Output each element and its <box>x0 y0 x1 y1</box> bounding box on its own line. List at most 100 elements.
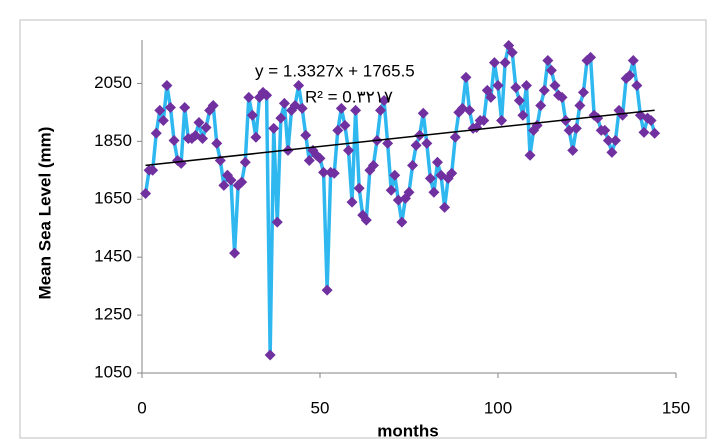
data-point <box>293 79 305 91</box>
data-point <box>506 46 518 58</box>
data-point <box>378 95 390 107</box>
data-point <box>332 124 344 136</box>
data-point <box>496 114 508 126</box>
data-point <box>375 104 387 116</box>
data-point <box>346 196 358 208</box>
x-tick-label: 0 <box>137 398 146 417</box>
data-point <box>154 104 166 116</box>
data-point <box>478 114 490 126</box>
data-point <box>353 182 365 194</box>
x-tick-label: 100 <box>484 398 512 417</box>
data-point <box>609 134 621 146</box>
data-point <box>545 64 557 76</box>
data-point <box>318 166 330 178</box>
data-point <box>424 172 436 184</box>
data-point <box>200 121 212 133</box>
y-tick-label: 1650 <box>94 189 132 208</box>
trendline <box>145 109 655 167</box>
data-point <box>574 99 586 111</box>
data-point <box>314 152 326 164</box>
data-point <box>239 156 251 168</box>
data-point <box>428 186 440 198</box>
data-point <box>268 122 280 134</box>
data-point <box>577 86 589 98</box>
data-point <box>161 79 173 91</box>
data-point <box>510 81 522 93</box>
data-point <box>396 216 408 228</box>
data-point <box>649 127 661 139</box>
data-point <box>328 167 340 179</box>
y-tick-label: 1050 <box>94 362 132 381</box>
data-point <box>567 144 579 156</box>
data-point <box>517 109 529 121</box>
data-point <box>261 89 273 101</box>
data-point <box>229 247 241 259</box>
data-point <box>339 119 351 131</box>
data-point <box>549 79 561 91</box>
data-point <box>492 79 504 91</box>
data-point <box>407 159 419 171</box>
data-point <box>335 102 347 114</box>
data-point <box>449 131 461 143</box>
data-point <box>439 201 451 213</box>
data-point <box>150 127 162 139</box>
data-point <box>168 134 180 146</box>
data-point <box>631 79 643 91</box>
data-point <box>389 169 401 181</box>
data-point <box>207 99 219 111</box>
data-point <box>627 55 639 67</box>
data-point <box>513 95 525 107</box>
data-point <box>275 112 287 124</box>
data-point <box>271 216 283 228</box>
data-point <box>464 104 476 116</box>
data-point <box>485 91 497 103</box>
trendline-r2: R² = 0.۳۲۱۷ <box>305 87 393 106</box>
y-tick-label: 2050 <box>94 73 132 92</box>
data-point <box>403 186 415 198</box>
data-point <box>535 99 547 111</box>
data-point <box>645 114 657 126</box>
data-point <box>488 57 500 69</box>
y-axis-title: Mean Sea Level (mm) <box>35 127 54 300</box>
data-point <box>218 179 230 191</box>
x-tick-label: 150 <box>662 398 690 417</box>
data-point <box>193 117 205 129</box>
y-tick-label: 1850 <box>94 131 132 150</box>
data-point <box>542 55 554 67</box>
data-point <box>638 126 650 138</box>
data-point <box>538 84 550 96</box>
data-point <box>197 132 209 144</box>
data-point <box>264 349 276 361</box>
data-point <box>524 149 536 161</box>
data-point <box>225 174 237 186</box>
data-point <box>367 159 379 171</box>
y-tick-label: 1250 <box>94 305 132 324</box>
data-point <box>321 284 333 296</box>
data-point <box>624 69 636 81</box>
data-point <box>360 214 372 226</box>
data-point <box>164 101 176 113</box>
data-point <box>602 134 614 146</box>
data-point <box>246 109 258 121</box>
data-point <box>382 137 394 149</box>
data-point <box>585 51 597 63</box>
data-point <box>278 97 290 109</box>
y-tick-label: 1450 <box>94 247 132 266</box>
data-point <box>236 176 248 188</box>
trendline-equation: y = 1.3327x + 1765.5 <box>255 61 415 80</box>
data-point <box>296 102 308 114</box>
data-point <box>147 164 159 176</box>
data-point <box>617 109 629 121</box>
data-point <box>446 167 458 179</box>
data-point <box>250 131 262 143</box>
data-point <box>556 91 568 103</box>
data-point <box>350 104 362 116</box>
data-point <box>421 137 433 149</box>
data-point <box>385 184 397 196</box>
data-point <box>303 154 315 166</box>
data-point <box>140 187 152 199</box>
data-point <box>460 71 472 83</box>
data-point <box>179 101 191 113</box>
data-point <box>606 146 618 158</box>
